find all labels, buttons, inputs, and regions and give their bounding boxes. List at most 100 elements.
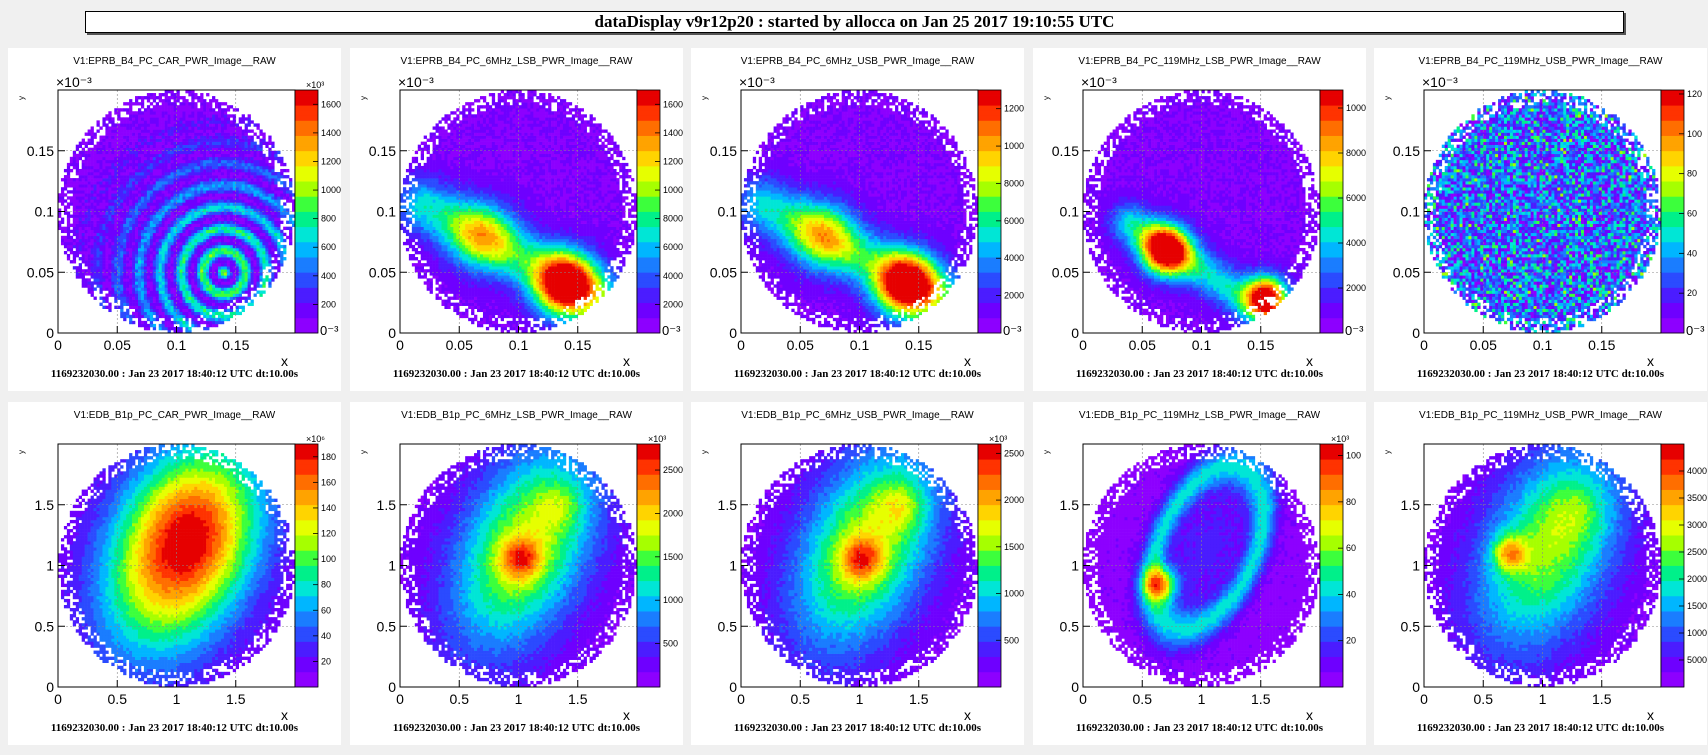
heatmap-cell: [551, 302, 555, 306]
heatmap-cell: [176, 247, 180, 252]
heatmap-cell: [120, 208, 124, 212]
heatmap-cell: [176, 123, 180, 127]
heatmap-cell: [137, 144, 142, 149]
heatmap-cell: [185, 217, 189, 221]
heatmap-cell: [75, 272, 80, 276]
heatmap-cell: [152, 108, 157, 112]
heatmap-cell: [132, 150, 136, 155]
colorbar-segment: [295, 120, 318, 126]
heatmap-cell: [262, 266, 266, 270]
heatmap-cell: [268, 190, 272, 194]
heatmap-cell: [223, 129, 228, 133]
heatmap-cell: [197, 272, 201, 276]
heatmap-cell: [197, 135, 201, 139]
heatmap-cell: [84, 235, 88, 240]
heatmap-cell: [188, 314, 192, 319]
heatmap-cell: [135, 260, 139, 264]
heatmap-cell: [212, 281, 216, 285]
heatmap-cell: [170, 117, 174, 121]
heatmap-cell: [203, 266, 207, 270]
heatmap-cell: [238, 147, 242, 152]
heatmap-cell: [173, 241, 177, 246]
heatmap-cell: [170, 302, 174, 306]
heatmap-cell: [155, 96, 160, 100]
heatmap-cell: [69, 235, 74, 240]
heatmap-cell: [108, 290, 112, 294]
heatmap-cell: [75, 241, 80, 246]
heatmap-cell: [197, 123, 201, 127]
heatmap-cell: [217, 290, 222, 294]
heatmap-cell: [164, 323, 168, 328]
heatmap-cell: [173, 132, 177, 136]
heatmap-cell: [99, 178, 103, 182]
heatmap-cell: [93, 147, 97, 152]
heatmap-cell: [72, 238, 77, 243]
heatmap-cell: [235, 247, 240, 252]
heatmap-cell: [244, 126, 248, 130]
heatmap-cell: [140, 305, 145, 309]
heatmap-cell: [108, 168, 112, 173]
heatmap-cell: [506, 323, 510, 328]
heatmap-cell: [530, 305, 534, 309]
heatmap-cell: [96, 217, 100, 221]
heatmap-cell: [58, 220, 62, 224]
heatmap-cell: [170, 217, 174, 221]
heatmap-cell: [253, 269, 257, 273]
heatmap-cell: [120, 172, 124, 176]
heatmap-cell: [117, 123, 121, 127]
heatmap-cell: [111, 184, 115, 188]
heatmap-cell: [149, 263, 154, 267]
heatmap-cell: [271, 278, 275, 282]
heatmap-cell: [114, 123, 118, 127]
heatmap-cell: [226, 257, 231, 261]
heatmap-cell: [277, 214, 281, 218]
heatmap-cell: [226, 153, 231, 158]
heatmap-cell: [280, 220, 284, 224]
heatmap-cell: [170, 323, 174, 328]
heatmap-cell: [229, 293, 234, 297]
heatmap-cell: [137, 129, 142, 133]
heatmap-cell: [167, 181, 171, 185]
heatmap-cell: [179, 178, 183, 182]
heatmap-cell: [78, 263, 82, 267]
heatmap-cell: [132, 217, 136, 221]
heatmap-cell: [226, 178, 231, 182]
heatmap-cell: [286, 196, 290, 200]
heatmap-cell: [105, 202, 109, 206]
heatmap-cell: [220, 229, 225, 234]
heatmap-cell: [191, 117, 195, 121]
heatmap-cell: [197, 296, 201, 300]
heatmap-cell: [459, 311, 463, 316]
heatmap-cell: [140, 205, 145, 209]
heatmap-cell: [114, 305, 118, 309]
heatmap-cell: [253, 132, 257, 136]
heatmap-cell: [114, 138, 118, 142]
heatmap-cell: [244, 247, 248, 252]
heatmap-cell: [212, 220, 216, 224]
heatmap-cell: [114, 196, 118, 200]
heatmap-cell: [277, 226, 281, 231]
heatmap-cell: [253, 284, 257, 288]
heatmap-cell: [253, 281, 257, 285]
heatmap-cell: [232, 144, 237, 149]
heatmap-cell: [229, 211, 234, 215]
heatmap-cell: [226, 135, 231, 139]
heatmap-cell: [176, 250, 180, 255]
heatmap-cell: [217, 178, 222, 182]
heatmap-cell: [114, 223, 118, 227]
heatmap-cell: [220, 193, 225, 197]
heatmap-cell: [583, 308, 587, 313]
heatmap-cell: [274, 220, 278, 224]
heatmap-cell: [253, 250, 257, 255]
heatmap-cell: [206, 269, 210, 273]
heatmap-cell: [176, 199, 180, 203]
heatmap-cell: [84, 241, 88, 246]
heatmap-cell: [170, 178, 174, 182]
heatmap-cell: [96, 144, 100, 149]
heatmap-cell: [182, 260, 186, 264]
heatmap-cell: [215, 147, 219, 152]
heatmap-cell: [93, 159, 97, 164]
heatmap-cell: [123, 108, 127, 112]
heatmap-svg: 0 0.05 0.1 0.1500.050.10.15xy×10⁻³200040006…: [359, 74, 683, 368]
heatmap-cell: [143, 168, 148, 173]
